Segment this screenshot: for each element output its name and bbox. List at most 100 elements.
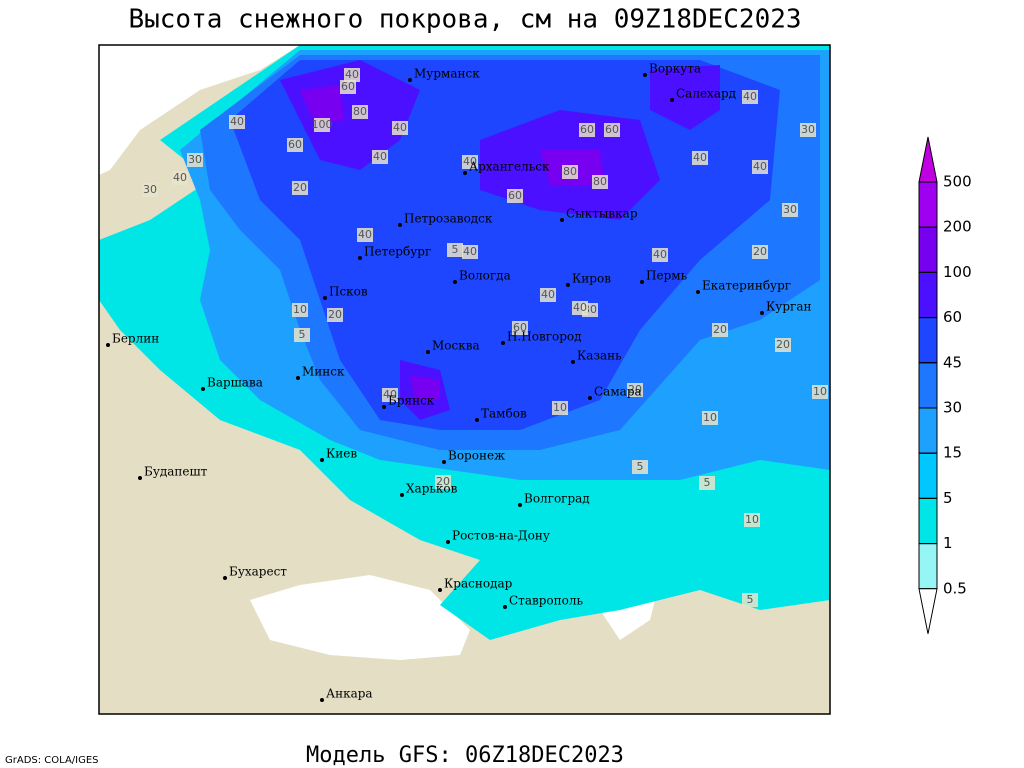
contour-label: 40	[573, 301, 587, 314]
city-dot	[463, 171, 467, 175]
contour-label-box	[572, 301, 588, 315]
legend-cap-bottom	[918, 588, 938, 634]
contour-label: 5	[299, 328, 306, 341]
contour-label: 10	[293, 303, 307, 316]
city-label: Воронеж	[448, 449, 505, 463]
city-label: Брянск	[388, 394, 435, 408]
city-label: Будапешт	[144, 465, 208, 479]
city-dot	[571, 360, 575, 364]
contour-label: 80	[353, 105, 367, 118]
city-dot	[398, 223, 402, 227]
contour-label: 10	[813, 385, 827, 398]
contour-label: 60	[580, 123, 594, 136]
contour-label-box	[382, 388, 398, 402]
contour-label: 5	[452, 243, 459, 256]
city-label: Ставрополь	[509, 594, 583, 608]
snow-60	[280, 60, 720, 420]
contour-label: 80	[563, 165, 577, 178]
contour-label: 5	[747, 593, 754, 606]
city-label: Минск	[302, 365, 345, 379]
contour-label: 40	[358, 228, 372, 241]
contour-label: 40	[393, 121, 407, 134]
city-label: Самара	[594, 385, 642, 399]
city-dot	[696, 290, 700, 294]
map	[98, 44, 831, 715]
contour-label: 20	[753, 245, 767, 258]
contour-label-box	[187, 153, 203, 167]
city-label: Н.Новгород	[507, 330, 582, 344]
city-dot	[588, 396, 592, 400]
contour-label: 10	[553, 401, 567, 414]
legend-label: 200	[943, 218, 972, 236]
city-label: Псков	[329, 285, 368, 299]
city-label: Воркута	[649, 62, 701, 76]
contour-label-box	[752, 245, 768, 259]
contour-label: 20	[328, 308, 342, 321]
contour-label: 40	[753, 160, 767, 173]
legend-label: 0.5	[943, 579, 967, 597]
city-label: Киев	[326, 447, 357, 461]
city-label: Архангельск	[469, 160, 550, 174]
sea	[250, 575, 470, 660]
contour-label-box	[712, 323, 728, 337]
city-dot	[560, 218, 564, 222]
city-dot	[566, 283, 570, 287]
contour-label: 10	[703, 411, 717, 424]
contour-label: 40	[373, 150, 387, 163]
legend-band	[918, 543, 938, 590]
contour-label-box	[229, 115, 245, 129]
contour-label: 40	[383, 388, 397, 401]
city-dot	[446, 540, 450, 544]
city-label: Пермь	[646, 269, 688, 283]
city-label: Варшава	[207, 376, 263, 390]
contour-label-box	[632, 460, 648, 474]
city-dot	[501, 341, 505, 345]
contour-label-box	[294, 328, 310, 342]
city-label: Волгоград	[524, 492, 590, 506]
legend-cap-top	[918, 136, 938, 183]
legend-label: 1	[943, 534, 953, 552]
legend-label: 60	[943, 308, 962, 326]
contour-label: 60	[508, 189, 522, 202]
legend-band	[918, 362, 938, 409]
contour-label-box	[604, 123, 620, 137]
legend-band	[918, 317, 938, 364]
city-label: Берлин	[112, 332, 159, 346]
title: Высота снежного покрова, см на 09Z18DEC2…	[128, 5, 801, 35]
city-label: Москва	[432, 339, 480, 353]
legend-band	[918, 181, 938, 228]
contour-label-box	[699, 476, 715, 490]
contour-label-box	[552, 401, 568, 415]
legend: 500 200 100 60 45 30 15 5 1 0.5	[918, 136, 972, 634]
contour-label-box	[172, 171, 188, 185]
contour-label: 20	[776, 338, 790, 351]
city-dot	[320, 458, 324, 462]
city-dot	[453, 280, 457, 284]
legend-band	[918, 452, 938, 499]
contour-label-box	[327, 308, 343, 322]
contour-label-box	[742, 90, 758, 104]
contour-label-box	[782, 203, 798, 217]
city-label: Салехард	[676, 87, 736, 101]
contour-label: 5	[704, 476, 711, 489]
legend-band	[918, 226, 938, 273]
contour-label: 30	[783, 203, 797, 216]
contour-label: 20	[628, 383, 642, 396]
contour-label-box	[352, 105, 368, 119]
sea	[99, 45, 300, 175]
contour-label: 20	[436, 475, 450, 488]
contour-label: 40	[743, 90, 757, 103]
contour-label: 30	[801, 123, 815, 136]
contour-label-box	[592, 175, 608, 189]
city-label: Петрозаводск	[404, 212, 493, 226]
contour-label-box	[507, 189, 523, 203]
contour-label-box	[562, 165, 578, 179]
city-dot	[475, 418, 479, 422]
contour-label-box	[627, 383, 643, 397]
contour-label-box	[579, 123, 595, 137]
contour-label: 40	[653, 248, 667, 261]
contour-label: 30	[143, 183, 157, 196]
contour-label: 60	[288, 138, 302, 151]
contour-label: 40	[541, 288, 555, 301]
